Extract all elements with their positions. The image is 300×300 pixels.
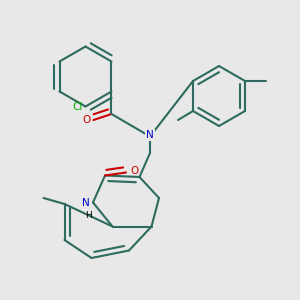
Text: N: N: [82, 197, 90, 208]
Text: O: O: [82, 115, 91, 125]
Text: Cl: Cl: [72, 101, 83, 112]
Text: N: N: [146, 130, 154, 140]
Text: H: H: [85, 212, 92, 220]
Text: O: O: [130, 166, 139, 176]
